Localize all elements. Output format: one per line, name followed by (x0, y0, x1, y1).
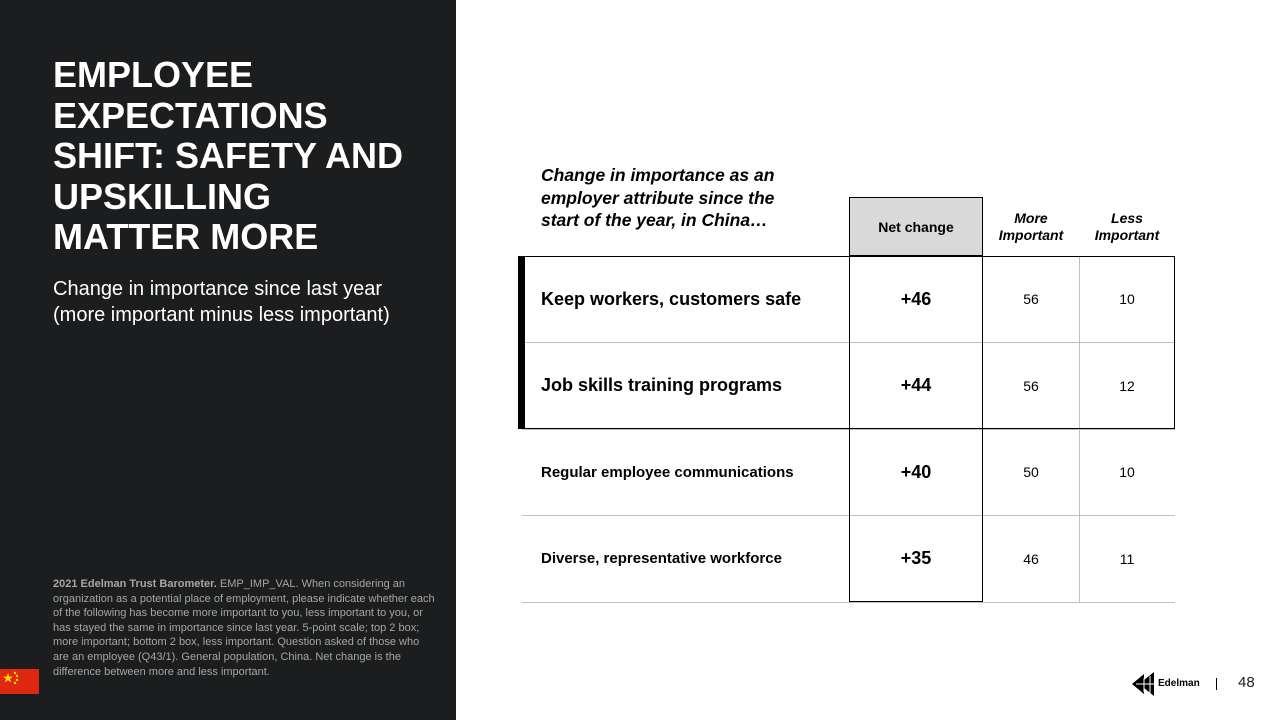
column-separator (1079, 515, 1080, 602)
page-number: 48 (1238, 674, 1255, 691)
footnote-source: 2021 Edelman Trust Barometer. (53, 578, 217, 590)
row-label: Keep workers, customers safe (541, 288, 802, 309)
flag-stars (3, 671, 19, 685)
net-change: +35 (900, 548, 932, 568)
more-important: 46 (1023, 550, 1039, 567)
column-separator (1079, 342, 1080, 429)
column-separator (1079, 429, 1080, 515)
row-separator (522, 428, 1175, 430)
column-header: Less Important (1094, 209, 1160, 243)
subtitle: Change in importance since last year (mo… (53, 278, 390, 326)
net-change: +40 (900, 461, 932, 482)
footnote: 2021 Edelman Trust Barometer. EMP_IMP_VA… (53, 577, 438, 679)
row-label: Diverse, representative workforce (541, 550, 782, 567)
row-separator (522, 515, 1175, 516)
footnote-text: EMP_IMP_VAL. When considering an organiz… (53, 578, 435, 678)
column-header: Net change (849, 197, 983, 256)
flag (0, 669, 39, 694)
column-separator (1079, 256, 1080, 342)
table-caption: Change in importance as an employer attr… (541, 165, 775, 230)
row-label: Job skills training programs (541, 375, 783, 395)
row-separator (522, 342, 1175, 343)
less-important: 11 (1119, 550, 1135, 567)
less-important: 12 (1119, 377, 1135, 394)
less-important: 10 (1119, 464, 1135, 480)
highlight-bar (518, 256, 525, 429)
more-important: 50 (1023, 464, 1039, 480)
net-change: +46 (900, 288, 932, 309)
brand: Edelman (1158, 678, 1200, 689)
more-important: 56 (1023, 291, 1039, 307)
net-change: +44 (900, 375, 932, 395)
more-important: 56 (1023, 377, 1039, 394)
title: EMPLOYEE EXPECTATIONS SHIFT: SAFETY AND … (53, 54, 404, 257)
left-panel (0, 0, 456, 720)
net-column-frame (849, 197, 983, 602)
column-header: More Important (998, 209, 1064, 243)
footer-divider (1216, 678, 1217, 690)
row-separator (522, 601, 1175, 603)
logo-mark (1132, 672, 1162, 696)
row-label: Regular employee communications (541, 463, 794, 481)
less-important: 10 (1119, 291, 1135, 307)
